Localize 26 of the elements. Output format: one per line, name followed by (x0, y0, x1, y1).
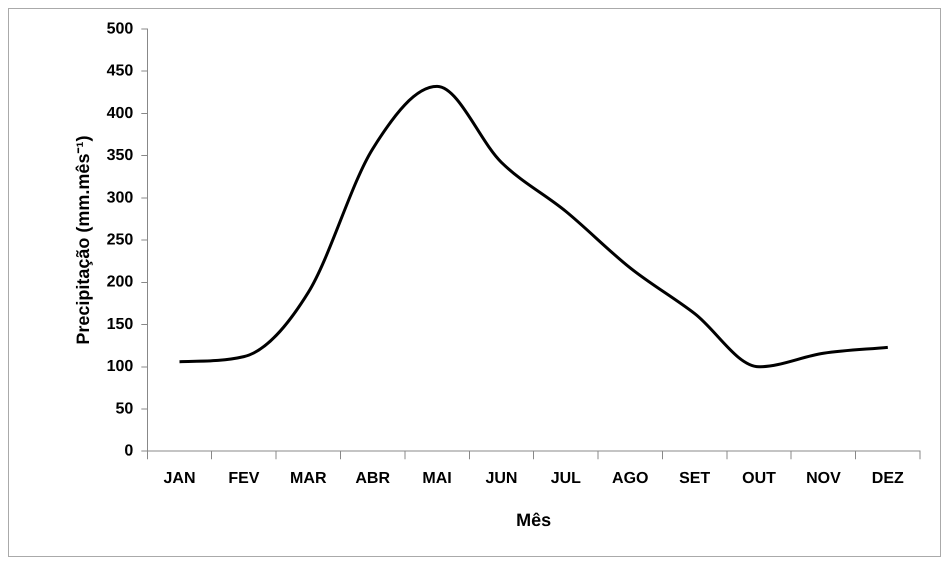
y-tick-label: 150 (106, 316, 134, 333)
y-tick-label: 500 (106, 20, 134, 38)
y-tick-label: 400 (106, 104, 134, 122)
y-tick-label: 300 (106, 189, 134, 206)
y-tick-label: 200 (106, 274, 134, 291)
y-tick-label: 450 (106, 62, 134, 80)
x-tick-label: MAR (290, 470, 327, 488)
x-tick-label: JUN (485, 470, 518, 488)
y-tick-label: 350 (106, 147, 134, 164)
y-tick-label: 100 (106, 358, 134, 376)
y-axis-title: Precipitação (mm.mês⁻¹) (72, 136, 93, 345)
y-tick-label: 250 (106, 232, 134, 249)
x-tick-label: NOV (806, 470, 842, 488)
x-tick-label: SET (679, 470, 710, 488)
x-tick-label: ABR (355, 470, 390, 488)
x-tick-label: MAI (422, 470, 452, 488)
x-tick-label: JAN (163, 470, 196, 488)
y-tick-label: 0 (124, 442, 134, 460)
y-tick-label: 50 (116, 400, 134, 418)
x-tick-label: JUL (550, 470, 582, 488)
x-axis-title: Mês (516, 510, 552, 530)
line-series (178, 84, 890, 368)
x-tick-label: OUT (742, 470, 776, 488)
x-tick-label: FEV (228, 470, 260, 488)
x-tick-label: AGO (612, 470, 648, 488)
x-tick-label: DEZ (872, 470, 904, 488)
